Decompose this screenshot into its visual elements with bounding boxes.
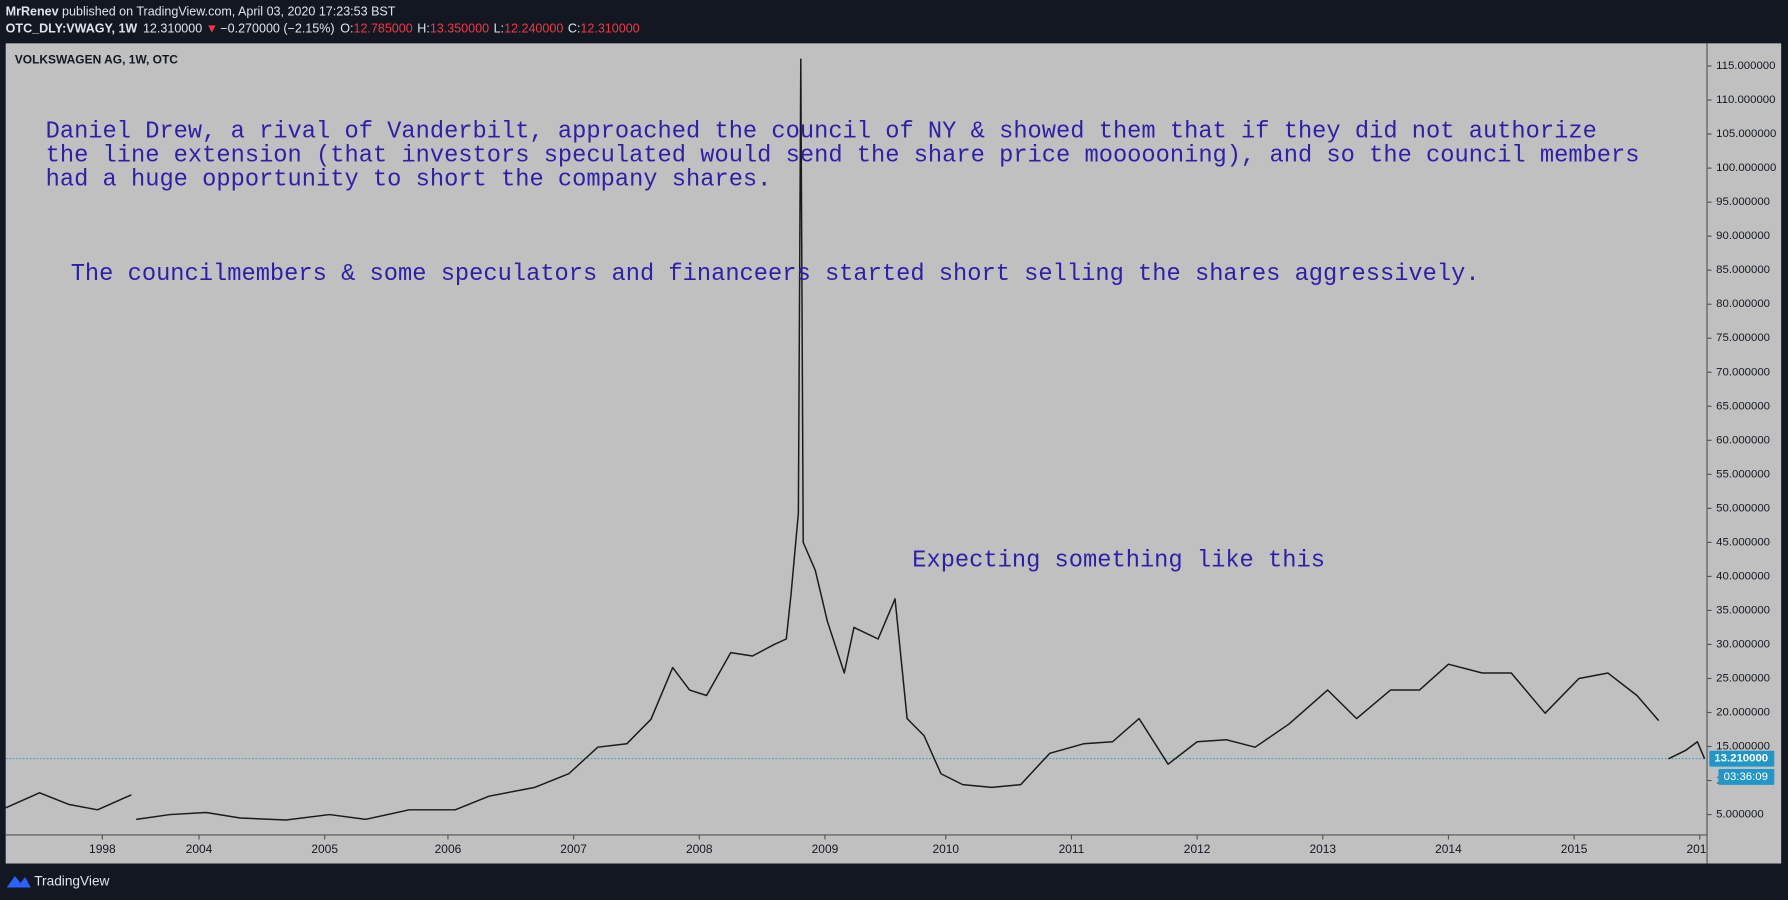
tradingview-logo: TradingView	[6, 873, 110, 888]
price-label: 13.210000	[1714, 753, 1768, 765]
open-label: O:	[340, 22, 353, 36]
y-tick-label: 110.000000	[1716, 94, 1775, 106]
x-tick-label: 2007	[560, 842, 587, 856]
y-tick-label: 25.000000	[1716, 672, 1770, 684]
x-tick-label: 2016	[1686, 842, 1713, 856]
y-tick-label: 40.000000	[1716, 570, 1770, 582]
open: 12.785000	[354, 22, 413, 36]
author: MrRenev	[6, 5, 59, 19]
plot: 5.00000010.00000015.00000020.00000025.00…	[5, 58, 1776, 856]
y-tick-label: 80.000000	[1716, 298, 1770, 310]
y-tick-label: 60.000000	[1716, 434, 1770, 446]
y-tick-label: 95.000000	[1716, 196, 1770, 208]
y-tick-label: 85.000000	[1716, 264, 1770, 276]
annotation: The councilmembers & some speculators an…	[71, 261, 1480, 288]
y-tick-label: 75.000000	[1716, 332, 1770, 344]
high: 13.350000	[430, 22, 489, 36]
published: published on TradingView.com, April 03, …	[62, 5, 396, 19]
x-tick-label: 2005	[311, 842, 338, 856]
y-tick-label: 70.000000	[1716, 366, 1770, 378]
x-tick-label: 2011	[1059, 842, 1085, 856]
y-tick-label: 30.000000	[1716, 638, 1770, 650]
chart-panel	[5, 43, 1782, 864]
y-tick-label: 65.000000	[1716, 400, 1770, 412]
y-tick-label: 100.000000	[1716, 162, 1776, 174]
y-tick-label: 35.000000	[1716, 604, 1770, 616]
low: 12.240000	[504, 22, 563, 36]
close: 12.310000	[580, 22, 639, 36]
price-label-box	[1709, 750, 1775, 767]
x-tick-label: 2015	[1561, 842, 1588, 856]
brand: TradingView	[34, 873, 109, 888]
x-tick-label: 2004	[186, 842, 213, 856]
y-tick-label: 45.000000	[1716, 536, 1770, 548]
countdown: 03:36:09	[1724, 771, 1768, 783]
change: −0.270000 (−2.15%)	[220, 22, 334, 36]
y-tick-label: 105.000000	[1716, 128, 1776, 140]
high-label: H:	[417, 22, 430, 36]
x-tick-label: 1998	[89, 842, 116, 856]
publish-line: MrRenev published on TradingView.com, Apr…	[6, 5, 396, 19]
y-tick-label: 5.000000	[1716, 809, 1764, 821]
price-series	[5, 58, 1706, 821]
x-tick-label: 2012	[1184, 842, 1211, 856]
y-tick-label: 115.000000	[1716, 60, 1775, 72]
annotation: Expecting something like this	[912, 547, 1325, 574]
arrow: ▼	[206, 22, 218, 36]
y-tick-label: 20.000000	[1716, 707, 1770, 719]
annotation: Daniel Drew, a rival of Vanderbilt, appr…	[46, 118, 1597, 145]
countdown-box	[1718, 768, 1775, 785]
chart-title: VOLKSWAGEN AG, 1W, OTC	[15, 53, 178, 67]
x-tick-label: 2014	[1435, 842, 1462, 856]
annotation: had a huge opportunity to short the comp…	[46, 166, 772, 193]
low-label: L:	[494, 22, 504, 36]
logo-icon	[6, 876, 31, 888]
last: 12.310000	[143, 22, 202, 36]
y-tick-label: 55.000000	[1716, 468, 1770, 480]
x-tick-label: 2010	[932, 842, 959, 856]
y-tick-label: 90.000000	[1716, 230, 1770, 242]
x-tick-label: 2008	[686, 842, 713, 856]
x-tick-label: 2006	[435, 842, 462, 856]
annotation: the line extension (that investors specu…	[46, 142, 1640, 169]
symbol: OTC_DLY:VWAGY, 1W	[6, 22, 138, 36]
y-tick-label: 50.000000	[1716, 502, 1770, 514]
x-tick-label: 2009	[812, 842, 839, 856]
symbol-line: OTC_DLY:VWAGY, 1W 12.310000 ▼ −0.270000 (−2…	[6, 22, 640, 36]
y-tick-label: 15.000000	[1716, 741, 1770, 753]
close-label: C:	[568, 22, 581, 36]
x-tick-label: 2013	[1309, 842, 1336, 856]
